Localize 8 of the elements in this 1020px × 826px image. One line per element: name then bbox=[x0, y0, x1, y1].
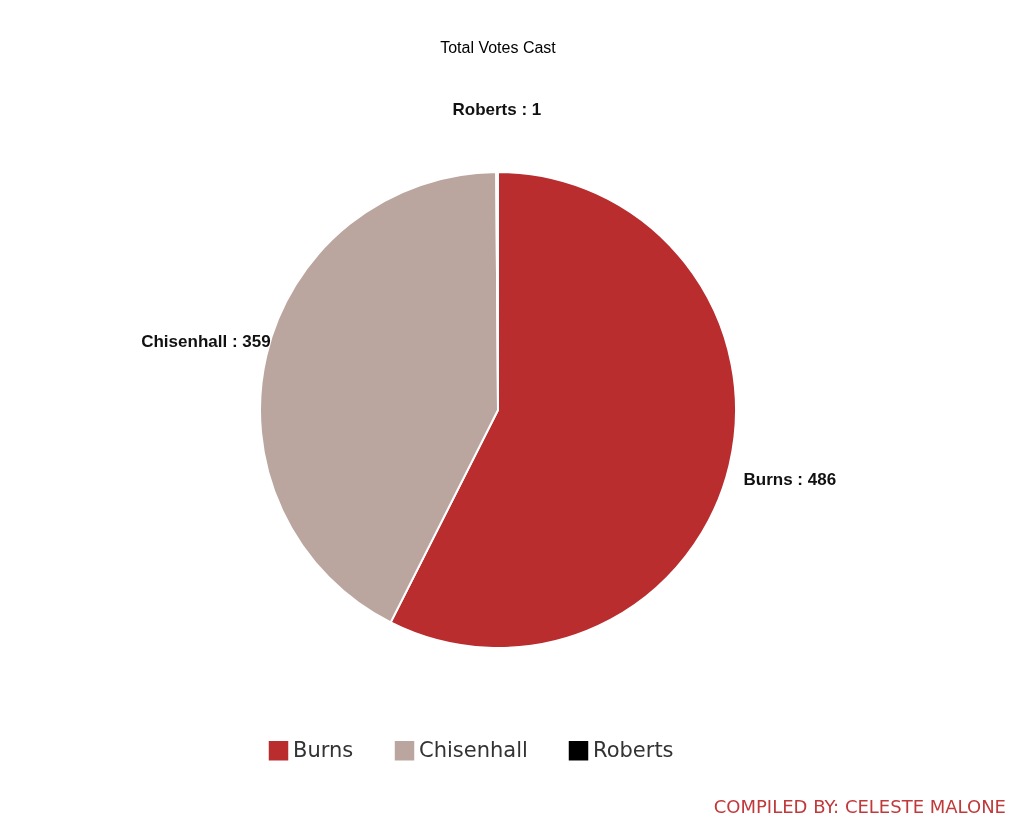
data-label: Chisenhall : 359 bbox=[141, 331, 271, 351]
data-label: Burns : 486 bbox=[743, 469, 837, 489]
data-label: Roberts : 1 bbox=[452, 100, 542, 119]
legend-label: Chisenhall bbox=[419, 737, 528, 762]
legend-label: Burns bbox=[293, 737, 354, 762]
text: COMPILED BY: CELESTE MALONE bbox=[713, 796, 1006, 817]
legend-label: Roberts bbox=[593, 737, 674, 762]
chart-title: Total Votes Cast bbox=[440, 39, 557, 56]
